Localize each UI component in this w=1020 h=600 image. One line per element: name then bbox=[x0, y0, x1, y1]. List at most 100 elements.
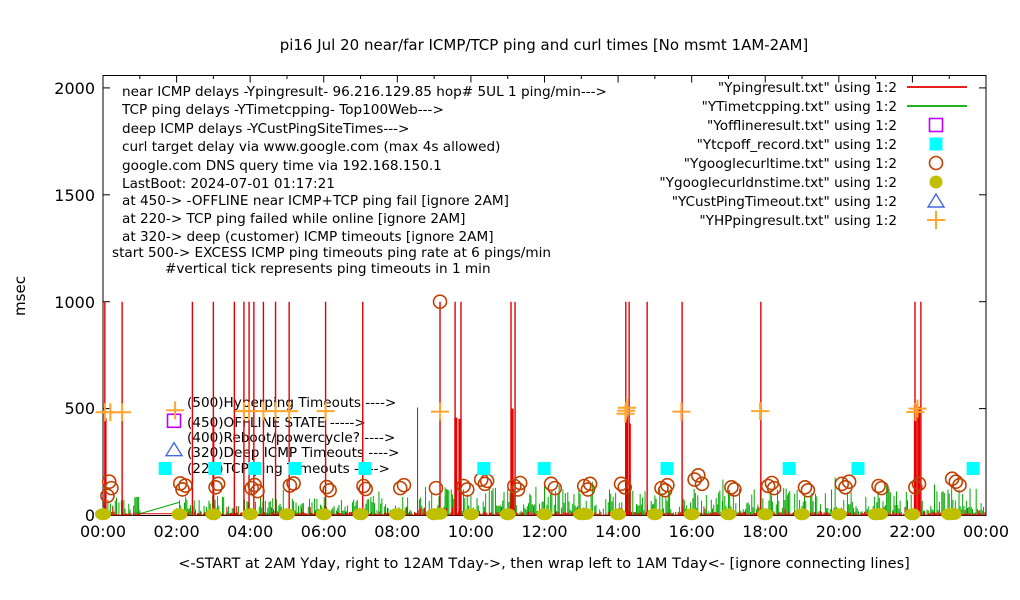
curl-time-circle bbox=[694, 476, 710, 492]
level-label-400: (400)Reboot/powercycle? ----> bbox=[187, 430, 395, 446]
tcpoff-squares bbox=[158, 461, 980, 475]
curl-time-circle bbox=[178, 478, 193, 493]
dns-time-dot bbox=[205, 508, 222, 521]
y-tick-500: 500 bbox=[64, 399, 95, 418]
curl-time-circle bbox=[432, 294, 448, 310]
hp-plus-marks bbox=[95, 398, 927, 423]
curl-time-circle bbox=[727, 482, 742, 497]
dns-time-dot bbox=[278, 508, 295, 521]
y-tick-1500: 1500 bbox=[54, 186, 95, 205]
legend-open-circle-icon bbox=[928, 155, 944, 171]
dns-time-dot bbox=[683, 508, 700, 521]
tcpoff-square bbox=[851, 461, 865, 475]
data-marks bbox=[95, 86, 986, 521]
curl-time-circle bbox=[322, 482, 337, 498]
dns-time-dot bbox=[794, 508, 811, 521]
tcpoff-square bbox=[537, 461, 551, 475]
x-tick-3: 06:00 bbox=[301, 522, 347, 541]
dns-time-dot bbox=[431, 507, 448, 520]
curl-time-circle bbox=[800, 482, 816, 498]
curl-time-circle bbox=[613, 476, 629, 492]
chart-title: pi16 Jul 20 near/far ICMP/TCP ping and c… bbox=[280, 36, 809, 54]
level-label-320: (320)Deep ICMP Timeouts ----> bbox=[187, 445, 399, 461]
tcpoff-square bbox=[248, 461, 262, 475]
level-label-500: (500)Hyperping Timeouts ----> bbox=[187, 395, 396, 411]
dns-time-dot bbox=[872, 508, 889, 521]
curl-time-circle bbox=[356, 478, 371, 494]
legend-label-ygooglecurltime: "Ygooglecurltime.txt" using 1:2 bbox=[684, 156, 897, 172]
x-tick-1: 02:00 bbox=[154, 522, 200, 541]
dns-time-dot bbox=[610, 508, 627, 521]
curl-time-circle bbox=[617, 479, 633, 495]
dns-time-dot bbox=[904, 508, 921, 521]
y-axis-label: msec bbox=[11, 276, 29, 316]
curl-time-circle bbox=[358, 481, 373, 497]
x-tick-0: 00:00 bbox=[80, 522, 126, 541]
x-tick-11: 22:00 bbox=[889, 522, 935, 541]
curl-circles bbox=[100, 294, 967, 504]
x-tick-2: 04:00 bbox=[227, 522, 273, 541]
curl-time-circle bbox=[250, 483, 265, 499]
green-connector-line bbox=[139, 501, 180, 515]
legend-label-yofflineresult: "Yofflineresult.txt" using 1:2 bbox=[707, 118, 897, 134]
offline-squares bbox=[166, 413, 182, 429]
curl-time-circle bbox=[760, 478, 776, 494]
dns-time-dot bbox=[830, 508, 847, 521]
tcpoff-square bbox=[358, 461, 372, 475]
tcpoff-square bbox=[966, 461, 980, 475]
dns-time-dot bbox=[499, 508, 516, 521]
curl-time-circle bbox=[576, 478, 592, 494]
x-tick-12: 00:00 bbox=[963, 522, 1009, 541]
legend-label-ygooglecurldnstime: "Ygooglecurldnstime.txt" using 1:2 bbox=[659, 175, 897, 191]
curl-time-circle bbox=[834, 476, 850, 492]
curl-time-circle bbox=[459, 482, 475, 497]
info-line-8: at 220-> TCP ping failed while online [i… bbox=[122, 211, 465, 227]
x-tick-5: 10:00 bbox=[448, 522, 494, 541]
info-line-7: at 450-> -OFFLINE near ICMP+TCP ping fai… bbox=[122, 193, 509, 209]
dns-time-dot bbox=[352, 508, 369, 521]
curl-time-circle bbox=[510, 482, 526, 497]
custping-triangles bbox=[164, 441, 184, 457]
curl-time-circle bbox=[690, 468, 706, 483]
curl-time-circle bbox=[175, 482, 190, 497]
dns-dots bbox=[95, 507, 962, 521]
curl-time-circle bbox=[687, 472, 702, 487]
chart-text: pi16 Jul 20 near/far ICMP/TCP ping and c… bbox=[11, 36, 1009, 572]
info-line-2: TCP ping delays -YTimetcpping- Top100Web… bbox=[121, 102, 444, 118]
tcpoff-square bbox=[158, 461, 172, 475]
info-line-6: LastBoot: 2024-07-01 01:17:21 bbox=[122, 176, 335, 192]
legend-label-ypingresult: "Ypingresult.txt" using 1:2 bbox=[718, 80, 897, 96]
x-tick-10: 20:00 bbox=[816, 522, 862, 541]
offline-square bbox=[166, 413, 182, 429]
info-line-1: near ICMP delays -Ypingresult- 96.216.12… bbox=[122, 84, 607, 100]
curl-time-circle bbox=[286, 476, 301, 491]
curl-time-circle bbox=[871, 478, 886, 494]
legend-filled-square-icon bbox=[929, 137, 943, 151]
curl-time-circle bbox=[766, 480, 782, 496]
y-tick-2000: 2000 bbox=[54, 79, 95, 98]
curl-time-circle bbox=[724, 479, 739, 495]
custping-triangle bbox=[164, 441, 184, 457]
info-line-9: at 320-> deep (customer) ICMP timeouts [… bbox=[122, 229, 494, 245]
dns-time-dot bbox=[720, 508, 737, 521]
curl-time-circle bbox=[208, 479, 223, 495]
dns-time-dot bbox=[95, 508, 111, 521]
curl-time-circle bbox=[797, 479, 813, 495]
curl-time-circle bbox=[477, 476, 493, 492]
info-line-10: start 500-> EXCESS ICMP ping timeouts pi… bbox=[112, 245, 551, 261]
level-label-220: (220)TCP ping Timeouts -----> bbox=[187, 461, 390, 477]
dns-time-dot bbox=[945, 508, 962, 521]
dns-time-dot bbox=[646, 508, 663, 521]
tcpoff-square bbox=[477, 461, 491, 475]
legend-label-ycustpingtimeout: "YCustPingTimeout.txt" using 1:2 bbox=[672, 194, 897, 210]
dns-time-dot bbox=[171, 508, 188, 521]
curl-time-circle bbox=[396, 477, 412, 493]
curl-time-circle bbox=[428, 480, 444, 496]
dns-time-dot bbox=[315, 508, 332, 521]
x-axis-caption: <-START at 2AM Yday, right to 12AM Tday-… bbox=[178, 556, 910, 572]
curl-time-circle bbox=[100, 488, 115, 504]
dns-time-dot bbox=[577, 508, 594, 521]
curl-time-circle bbox=[908, 479, 923, 495]
